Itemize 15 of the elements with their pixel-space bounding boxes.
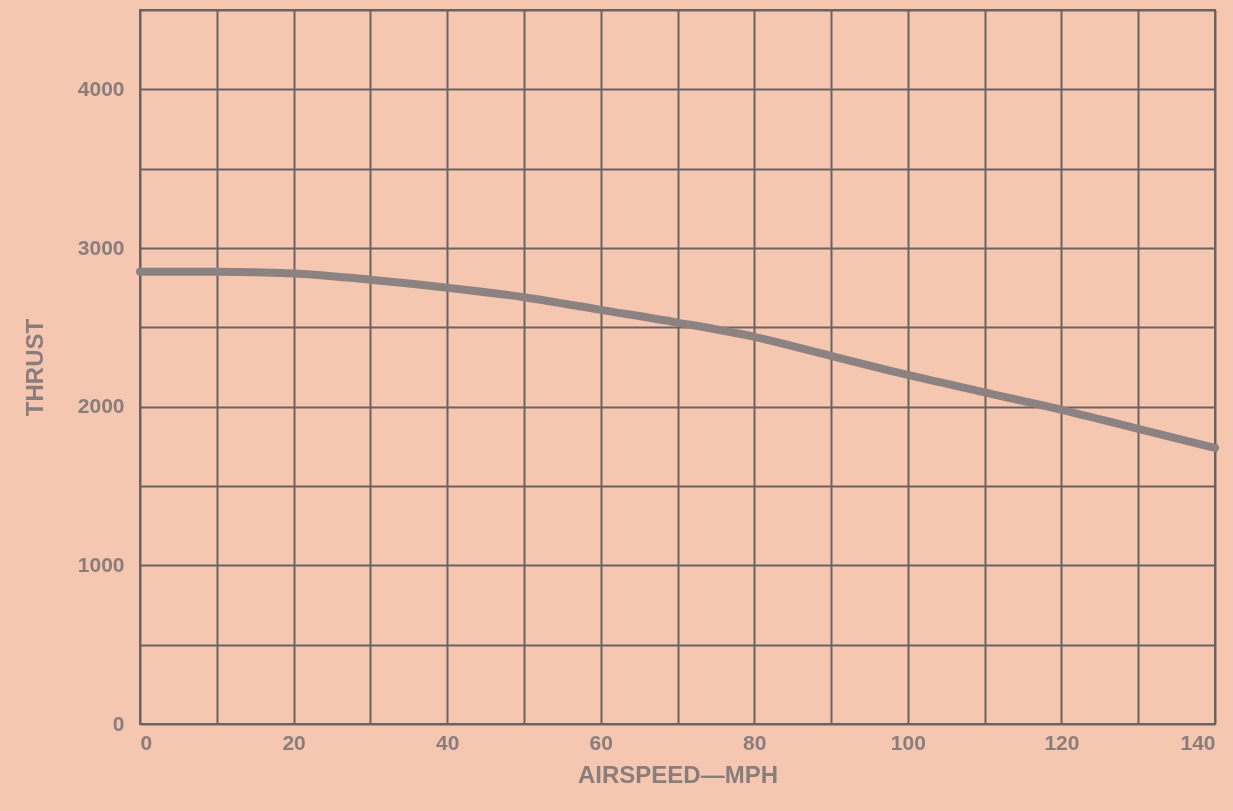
x-tick-label: 40 <box>435 730 460 754</box>
y-tick-label: 2000 <box>77 394 125 418</box>
y-tick-label: 1000 <box>77 552 125 576</box>
x-tick-label: 140 <box>1180 730 1216 754</box>
y-axis-title: THRUST <box>20 318 48 417</box>
x-tick-label: 0 <box>140 730 153 754</box>
x-tick-label: 20 <box>282 730 306 754</box>
x-tick-label: 120 <box>1044 730 1080 754</box>
x-tick-label: 100 <box>890 730 926 754</box>
y-tick-label: 0 <box>112 711 125 735</box>
x-tick-label: 80 <box>743 730 767 754</box>
y-tick-label: 3000 <box>77 235 125 259</box>
y-tick-label: 4000 <box>77 76 125 100</box>
x-tick-label: 60 <box>589 730 613 754</box>
x-axis-title: AIRSPEED—MPH <box>577 760 779 788</box>
